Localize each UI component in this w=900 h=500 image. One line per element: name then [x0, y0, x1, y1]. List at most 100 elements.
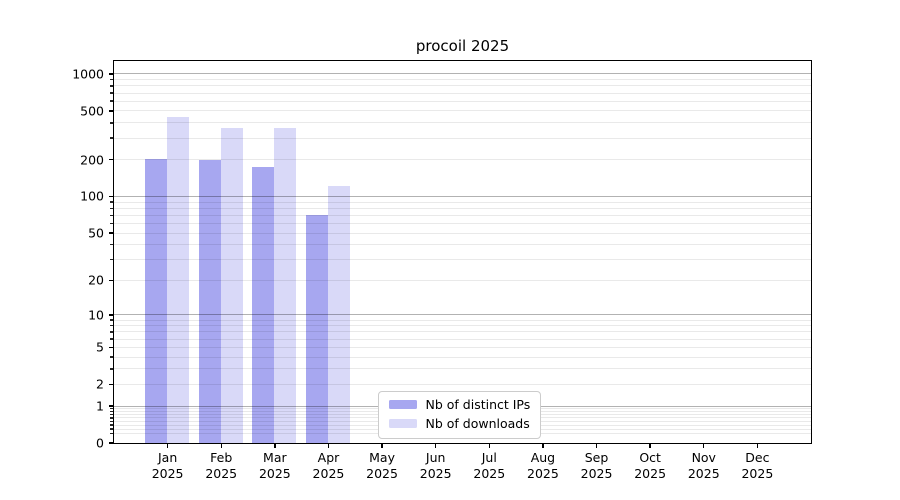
year-label: 2025: [580, 466, 613, 481]
legend: Nb of distinct IPs Nb of downloads: [377, 390, 542, 439]
bar-jan-downloads: [167, 116, 190, 443]
year-label: 2025: [312, 466, 345, 481]
y-tick-mark: [108, 73, 113, 75]
month-label: Jul: [481, 450, 497, 465]
y-minor-tick-mark: [110, 331, 113, 333]
legend-row: Nb of distinct IPs: [388, 397, 531, 413]
y-minor-tick-mark: [110, 243, 113, 246]
month-label: Aug: [530, 450, 556, 465]
year-label: 2025: [741, 466, 774, 481]
y-tick-label: 1: [96, 398, 104, 414]
y-tick-label: 2: [96, 376, 104, 392]
year-label: 2025: [366, 466, 398, 481]
y-minor-tick-mark: [110, 137, 113, 139]
x-tick-label-oct: Oct 2025: [615, 450, 685, 482]
x-tick-mark: [649, 443, 651, 448]
y-minor-tick-mark: [110, 356, 113, 358]
year-label: 2025: [419, 466, 452, 481]
y-tick-label: 10: [88, 307, 104, 323]
x-tick-label-dec: Dec 2025: [722, 450, 792, 482]
year-label: 2025: [258, 466, 291, 481]
month-label: Apr: [317, 450, 340, 465]
bar-mar-downloads: [274, 128, 297, 443]
y-tick-label: 100: [80, 188, 104, 204]
x-tick-mark: [595, 443, 598, 448]
x-tick-label-sep: Sep 2025: [562, 450, 632, 482]
month-label: Jun: [425, 450, 446, 465]
y-minor-tick-mark: [110, 92, 113, 94]
y-minor-tick-mark: [110, 420, 113, 423]
legend-swatch-downloads: [388, 419, 417, 428]
y-minor-tick-mark: [110, 413, 113, 416]
y-minor-tick-mark: [110, 428, 113, 430]
year-label: 2025: [473, 466, 506, 481]
x-tick-label-jan: Jan 2025: [133, 450, 203, 482]
y-minor-tick-mark: [110, 78, 113, 81]
x-tick-mark: [542, 443, 544, 448]
y-tick-label: 5: [96, 339, 104, 355]
x-tick-mark: [703, 443, 705, 448]
y-minor-tick-mark: [110, 214, 113, 216]
y-minor-tick-mark: [110, 100, 113, 102]
bar-apr-ips: [305, 214, 328, 443]
x-tick-mark: [327, 443, 330, 448]
x-tick-mark: [488, 443, 490, 448]
y-tick-mark: [108, 232, 113, 234]
legend-label: Nb of downloads: [425, 416, 530, 431]
y-tick-label: 500: [80, 103, 104, 119]
y-minor-tick-mark: [110, 258, 113, 261]
x-tick-label-apr: Apr 2025: [293, 450, 363, 482]
y-tick-label: 200: [80, 152, 104, 168]
month-label: Dec: [745, 450, 770, 465]
x-tick-mark: [756, 443, 759, 448]
x-tick-label-may: May 2025: [347, 450, 417, 482]
y-tick-mark: [108, 314, 113, 316]
chart-title: procoil 2025: [415, 37, 510, 55]
year-label: 2025: [687, 466, 720, 481]
x-tick-label-feb: Feb 2025: [186, 450, 256, 482]
x-tick-label-jul: Jul 2025: [454, 450, 524, 482]
y-minor-tick-mark: [110, 201, 113, 203]
y-tick-mark: [108, 405, 113, 407]
bar-feb-downloads: [220, 127, 243, 443]
y-minor-tick-mark: [110, 319, 113, 321]
y-tick-mark: [108, 110, 113, 112]
y-tick-mark: [108, 346, 113, 348]
month-label: Feb: [210, 450, 233, 465]
x-tick-mark: [381, 443, 383, 448]
y-tick-mark: [108, 442, 113, 444]
month-label: Nov: [691, 450, 716, 465]
month-label: Jan: [157, 450, 178, 465]
y-minor-tick-mark: [110, 207, 113, 209]
bar-jan-ips: [145, 159, 168, 443]
bar-apr-downloads: [327, 186, 350, 443]
year-label: 2025: [205, 466, 238, 481]
y-tick-mark: [108, 195, 113, 198]
x-tick-label-aug: Aug 2025: [508, 450, 578, 482]
year-label: 2025: [527, 466, 559, 481]
x-tick-label-jun: Jun 2025: [401, 450, 471, 482]
bar-mar-ips: [252, 167, 275, 443]
y-tick-label: 20: [88, 272, 104, 288]
y-tick-label: 1000: [72, 66, 104, 82]
legend-swatch-distinct-ips: [388, 400, 417, 409]
y-minor-tick-mark: [110, 122, 113, 124]
x-tick-mark: [166, 443, 169, 448]
y-minor-tick-mark: [110, 410, 113, 413]
legend-label: Nb of distinct IPs: [425, 397, 531, 412]
y-tick-mark: [108, 383, 113, 385]
month-label: May: [369, 450, 395, 465]
month-label: Sep: [584, 450, 609, 465]
y-minor-tick-mark: [110, 424, 113, 426]
y-minor-tick-mark: [110, 324, 113, 327]
y-minor-tick-mark: [110, 432, 113, 434]
y-minor-tick-mark: [110, 368, 113, 370]
month-label: Mar: [263, 450, 287, 465]
x-tick-label-nov: Nov 2025: [669, 450, 739, 482]
x-tick-label-mar: Mar 2025: [240, 450, 310, 482]
y-tick-mark: [108, 159, 113, 161]
y-minor-tick-mark: [110, 85, 113, 87]
year-label: 2025: [634, 466, 667, 481]
x-tick-mark: [220, 443, 222, 448]
month-label: Oct: [639, 450, 661, 465]
